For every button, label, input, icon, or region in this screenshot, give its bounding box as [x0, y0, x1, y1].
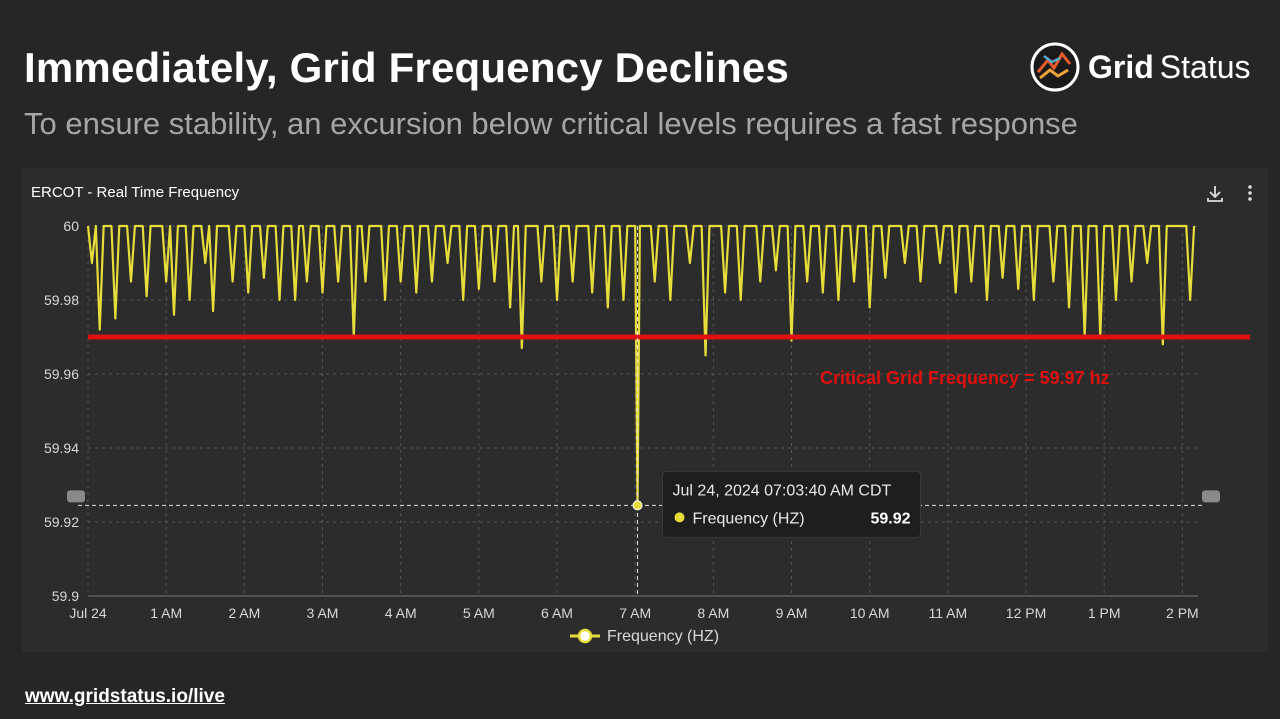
x-tick-label: 2 AM	[228, 605, 260, 621]
legend-label: Frequency (HZ)	[607, 628, 719, 645]
y-tick-label: 59.98	[44, 292, 79, 308]
chart-panel-title: ERCOT - Real Time Frequency	[31, 184, 240, 201]
tooltip-box	[662, 470, 922, 538]
x-tick-label: 12 PM	[1006, 605, 1046, 621]
gridstatus-logo: Grid Status	[1030, 42, 1251, 92]
x-tick-label: 8 AM	[697, 605, 729, 621]
x-tick-label: 1 PM	[1088, 605, 1121, 621]
footer-link[interactable]: www.gridstatus.io/live	[25, 686, 225, 707]
more-vertical-icon[interactable]	[1239, 182, 1261, 204]
x-tick-label: 10 AM	[850, 605, 890, 621]
x-tick-label: 6 AM	[541, 605, 573, 621]
slide-title: Immediately, Grid Frequency Declines	[24, 44, 790, 91]
slide-subtitle: To ensure stability, an excursion below …	[24, 106, 1078, 141]
y-tick-label: 59.96	[44, 366, 79, 382]
zoom-handle-left	[67, 490, 85, 503]
tooltip-series-dot	[674, 512, 685, 523]
gridstatus-logo-icon	[1030, 42, 1080, 92]
zoom-handle-right	[1202, 490, 1220, 503]
data-point-marker	[632, 500, 643, 511]
x-tick-label: Jul 24	[69, 605, 107, 621]
y-tick-label: 59.9	[52, 588, 79, 604]
x-tick-label: 9 AM	[776, 605, 808, 621]
x-tick-label: 1 AM	[150, 605, 182, 621]
x-tick-label: 4 AM	[385, 605, 417, 621]
x-tick-label: 2 PM	[1166, 605, 1199, 621]
x-tick-label: 5 AM	[463, 605, 495, 621]
y-tick-label: 59.92	[44, 514, 79, 530]
tooltip-value: 59.92	[870, 510, 910, 527]
x-tick-label: 3 AM	[307, 605, 339, 621]
tooltip-time: Jul 24, 2024 07:03:40 AM CDT	[673, 482, 892, 499]
logo-word-regular: Status	[1159, 48, 1251, 85]
chart-tooltip: Jul 24, 2024 07:03:40 AM CDT Frequency (H…	[662, 470, 922, 538]
y-tick-label: 60	[63, 218, 79, 234]
logo-word-bold: Grid	[1088, 48, 1154, 85]
legend-marker	[577, 628, 593, 644]
tooltip-series-label: Frequency (HZ)	[693, 510, 805, 527]
chart-panel: ERCOT - Real Time Frequency 60 59.98 59.96…	[22, 168, 1268, 652]
x-tick-label: 11 AM	[929, 605, 968, 621]
critical-frequency-label: Critical Grid Frequency = 59.97 hz	[820, 368, 1110, 388]
download-icon[interactable]	[1204, 182, 1226, 204]
logo-wordmark: Grid Status	[1088, 49, 1251, 86]
chart-legend: Frequency (HZ)	[570, 628, 719, 645]
frequency-series-line	[86, 224, 1196, 507]
x-tick-label: 7 AM	[619, 605, 651, 621]
y-tick-label: 59.94	[44, 440, 79, 456]
